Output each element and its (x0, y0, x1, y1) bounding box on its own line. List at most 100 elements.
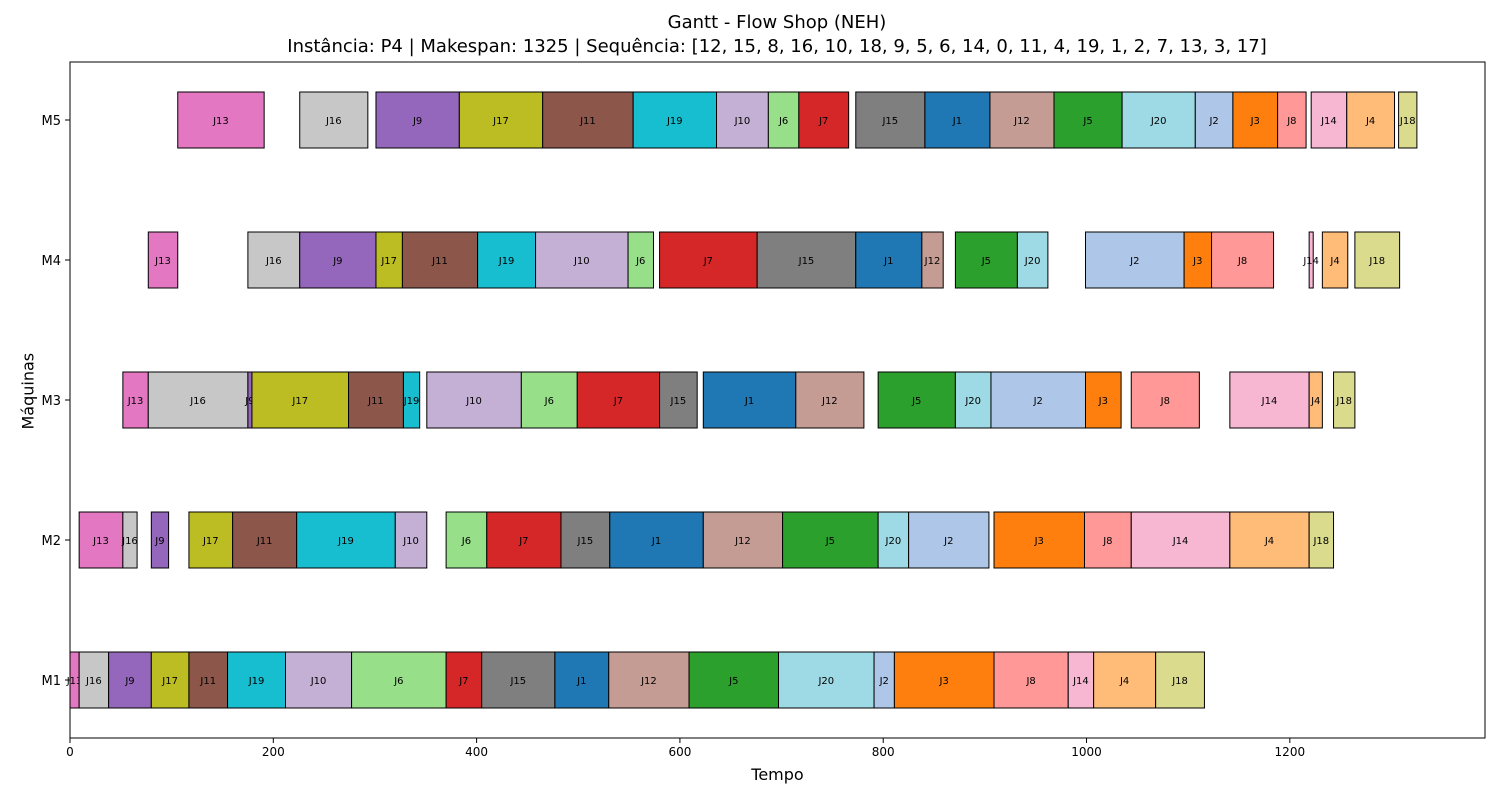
task-bar-m2-j6: J6 (445, 511, 488, 569)
task-bar (375, 91, 460, 149)
task-bar-m4-j5: J5 (954, 231, 1018, 289)
task-label: J19 (248, 676, 265, 687)
task-bar-m1-j18: J18 (1155, 651, 1205, 709)
task-label: J3 (1098, 396, 1108, 407)
task-bar-m3-j12: J12 (795, 371, 865, 429)
task-bar (1016, 231, 1049, 289)
task-label: J8 (1025, 676, 1035, 687)
task-bar-m1-j7: J7 (445, 651, 483, 709)
task-bar (576, 371, 661, 429)
y-tick-label: M2 (42, 534, 62, 549)
task-bar-m5-j10: J10 (716, 91, 769, 149)
x-tick-label: 800 (872, 745, 895, 759)
task-bar (954, 231, 1018, 289)
task-label: J4 (1119, 676, 1129, 687)
task-label: J10 (310, 676, 327, 687)
x-tick-label: 1200 (1275, 745, 1306, 759)
task-label: J9 (124, 676, 134, 687)
task-bar-m1-j10: J10 (285, 651, 353, 709)
task-bar-m1-j1: J1 (554, 651, 610, 709)
task-bar (1083, 511, 1132, 569)
task-bar (877, 511, 910, 569)
task-bar (348, 371, 404, 429)
task-label: J15 (670, 396, 687, 407)
task-bar-m3-j1: J1 (702, 371, 797, 429)
task-bar (989, 91, 1055, 149)
task-label: J10 (734, 116, 751, 127)
task-label: J2 (1033, 396, 1043, 407)
task-label: J12 (821, 396, 838, 407)
task-bar (993, 511, 1085, 569)
task-label: J14 (1072, 676, 1089, 687)
task-label: J12 (1013, 116, 1030, 127)
task-bar-m4-j14: J14 (1302, 231, 1319, 289)
task-bar-m1-j15: J15 (481, 651, 556, 709)
task-label: J6 (461, 536, 471, 547)
task-label: J12 (924, 256, 941, 267)
task-bar (1232, 91, 1279, 149)
task-bar-m3-j2: J2 (990, 371, 1087, 429)
task-bar (122, 511, 138, 569)
task-label: J3 (1034, 536, 1044, 547)
task-bar (296, 511, 396, 569)
task-bar-m3-j15: J15 (659, 371, 698, 429)
task-bar (1093, 651, 1157, 709)
task-bar-m5-j4: J4 (1346, 91, 1396, 149)
task-bar-m2-j10: J10 (394, 511, 428, 569)
task-label: J4 (1310, 396, 1320, 407)
task-bar (402, 371, 421, 429)
task-bar (251, 371, 350, 429)
task-bar-m2-j9: J9 (150, 511, 170, 569)
task-bar-m4-j9: J9 (299, 231, 377, 289)
chart-subtitle: Instância: P4 | Makespan: 1325 | Sequênc… (287, 36, 1267, 57)
task-bar (659, 371, 698, 429)
task-bar (78, 511, 124, 569)
task-bar-m4-j15: J15 (756, 231, 857, 289)
task-label: J8 (1237, 256, 1247, 267)
x-tick-label: 200 (262, 745, 285, 759)
task-bar (893, 651, 995, 709)
task-label: J20 (817, 676, 834, 687)
task-label: J10 (573, 256, 590, 267)
task-bar (1277, 91, 1307, 149)
task-bar-m3-j6: J6 (520, 371, 578, 429)
task-bar-m4-j6: J6 (627, 231, 654, 289)
task-bar (458, 91, 544, 149)
task-bar-m5-j17: J17 (458, 91, 544, 149)
task-label: J15 (577, 536, 594, 547)
task-bar (520, 371, 578, 429)
bars-layer: J13 J16 J9 J17 J11 J19 J10 J6 J7 J15 J1 J12 J5 J20 J2 J… (66, 91, 1418, 709)
task-bar (1053, 91, 1123, 149)
task-label: J20 (964, 396, 981, 407)
task-bar-m5-j16: J16 (299, 91, 369, 149)
task-bar-m5-j5: J5 (1053, 91, 1123, 149)
task-label: J6 (393, 676, 403, 687)
task-bar (1130, 511, 1231, 569)
task-bar-m5-j20: J20 (1121, 91, 1196, 149)
task-bar-m2-j16: J16 (121, 511, 138, 569)
task-bar-m2-j4: J4 (1229, 511, 1310, 569)
task-label: J4 (1365, 116, 1375, 127)
x-tick-label: 400 (465, 745, 488, 759)
task-bar-m5-j7: J7 (798, 91, 850, 149)
task-bar (1308, 511, 1335, 569)
task-bar-m4-j10: J10 (535, 231, 629, 289)
task-label: J15 (798, 256, 815, 267)
task-bar (778, 651, 875, 709)
task-bar (877, 371, 956, 429)
y-tick-label: M1 (42, 674, 62, 689)
task-bar (609, 511, 704, 569)
task-bar-m5-j1: J1 (924, 91, 991, 149)
task-bar (924, 91, 991, 149)
task-label: J3 (939, 676, 949, 687)
task-bar (659, 231, 758, 289)
task-bar (795, 371, 865, 429)
task-bar-m1-j12: J12 (608, 651, 690, 709)
task-label: J20 (1150, 116, 1167, 127)
task-label: J13 (92, 536, 109, 547)
task-bar (1155, 651, 1205, 709)
task-label: J6 (544, 396, 554, 407)
task-bar (232, 511, 298, 569)
task-bar (401, 231, 479, 289)
task-label: J3 (1192, 256, 1202, 267)
